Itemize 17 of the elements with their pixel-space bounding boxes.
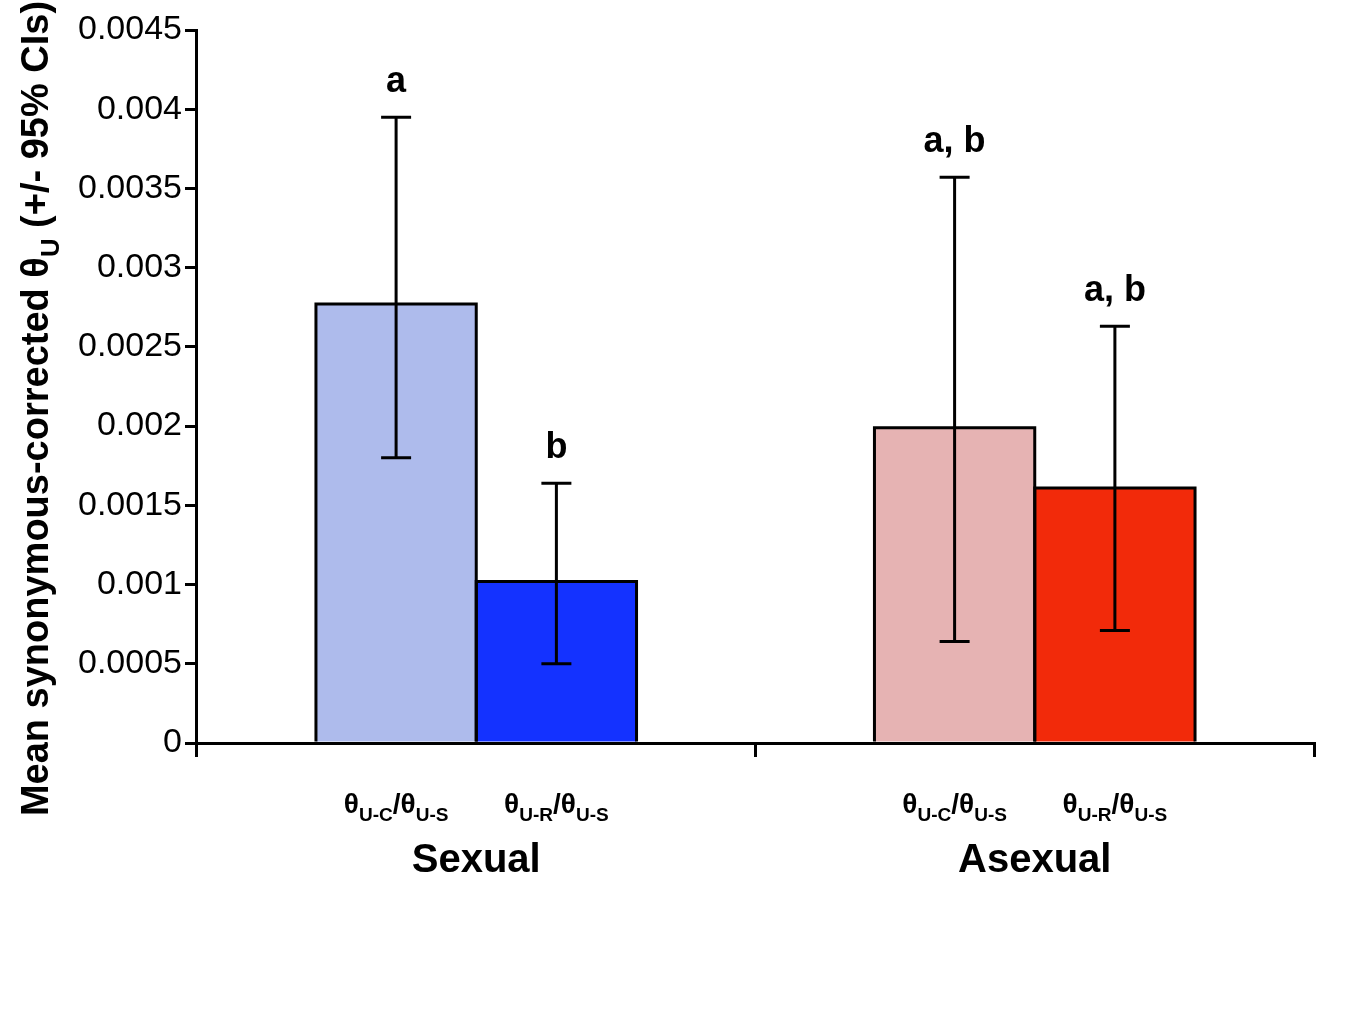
annotation: b <box>545 425 568 467</box>
annotation: a <box>386 59 408 101</box>
y-tick-label: 0.0005 <box>77 642 182 681</box>
annotation: a, b <box>1083 268 1146 310</box>
x-tick-label: Sexual <box>411 836 541 881</box>
y-tick-label: 0.0015 <box>77 483 182 522</box>
y-tick-label: 0 <box>163 721 182 760</box>
y-tick-label: 0.001 <box>96 562 182 601</box>
y-tick-label: 0.004 <box>96 87 182 126</box>
y-tick-label: 0.002 <box>96 404 182 443</box>
x-tick-label: Asexual <box>958 836 1112 881</box>
y-tick-label: 0.0025 <box>77 325 182 364</box>
y-tick-label: 0.003 <box>96 246 182 285</box>
y-tick-label: 0.0035 <box>77 166 182 205</box>
y-tick-label: 0.0045 <box>77 8 182 47</box>
y-axis-title: Mean synonymous-corrected θU (+/- 95% CIs) <box>14 0 65 817</box>
annotation: a, b <box>923 119 986 161</box>
